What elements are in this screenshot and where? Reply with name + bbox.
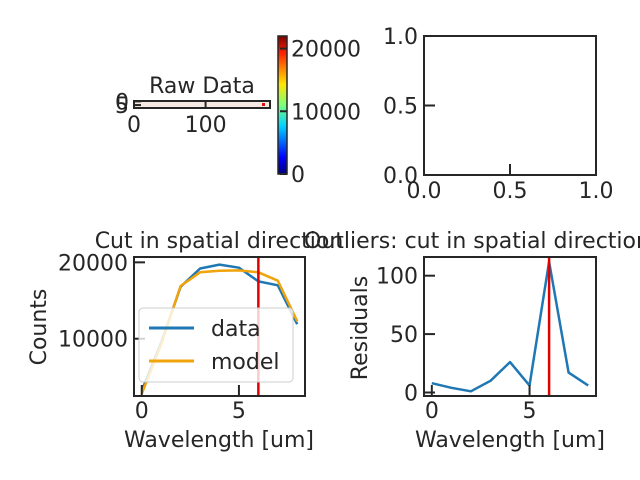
cut-xlabel: Wavelength [um] (124, 428, 314, 453)
cut-ytick-label-0: 10000 (58, 328, 128, 353)
colorbar-tick-label-0: 0 (291, 163, 305, 188)
empty-axes-ticks: 0.0 0.5 1.0 0.0 0.5 1.0 (383, 25, 614, 204)
empty-ytick-label-0: 0.0 (383, 164, 418, 189)
cut-ylabel: Counts (27, 289, 52, 366)
heatmap-hot-pixel (262, 103, 265, 106)
legend: data model (138, 307, 294, 383)
outliers-ytick-label-2: 100 (376, 265, 418, 290)
colorbar-ticks: 0 10000 20000 (280, 38, 361, 188)
empty-ytick-label-1: 0.5 (383, 95, 418, 120)
outliers-axes-frame (423, 256, 597, 397)
cut-ytick-label-1: 20000 (58, 251, 128, 276)
heatmap-ytick-label-1: 5 (115, 94, 129, 119)
outliers-series-0-line (431, 260, 589, 393)
cut-title: Cut in spatial direction (95, 229, 344, 254)
outliers-title: Outliers: cut in spatial direction (304, 229, 640, 254)
empty-ytick-label-2: 1.0 (383, 25, 418, 50)
outliers-ylabel: Residuals (348, 276, 373, 380)
empty-xtick-label-0: 0.0 (407, 179, 442, 204)
cut-xtick-label-1: 5 (232, 399, 246, 424)
outliers-xtick-label-1: 5 (523, 399, 537, 424)
outliers-panel: Outliers: cut in spatial direction 0 5050… (304, 229, 640, 453)
colorbar: 0 10000 20000 (277, 35, 361, 188)
colorbar-tick-label-2: 20000 (291, 38, 361, 63)
outliers-ytick-label-1: 50 (390, 323, 418, 348)
empty-xtick-label-1: 0.5 (493, 179, 528, 204)
empty-axes-frame (423, 35, 597, 176)
colorbar-tick-label-1: 10000 (291, 100, 361, 125)
outliers-plot-area (431, 257, 589, 396)
cut-xtick-label-0: 0 (135, 399, 149, 424)
empty-axes-panel: 0.0 0.5 1.0 0.0 0.5 1.0 (383, 25, 614, 204)
cut-panel: Cut in spatial direction 0 5 10000 20000 Wa… (27, 229, 343, 453)
heatmap-xtick-label-0: 0 (127, 113, 141, 138)
heatmap-image (134, 101, 270, 108)
legend-model-label: model (211, 350, 280, 375)
heatmap-xtick-label-1: 100 (185, 113, 227, 138)
outliers-xlabel: Wavelength [um] (415, 428, 605, 453)
outliers-ytick-label-0: 0 (404, 381, 418, 406)
raw-data-title: Raw Data (149, 74, 255, 99)
heatmap-ytick-label-0: 0 (115, 90, 129, 115)
cut-axes-frame (133, 256, 306, 397)
empty-xtick-label-2: 1.0 (579, 179, 614, 204)
heatmap-ticks: 0 100 05 (115, 90, 227, 138)
raw-data-panel: Raw Data 0 100 05 (115, 74, 271, 138)
outliers-xtick-label-0: 0 (425, 399, 439, 424)
colorbar-gradient (277, 35, 288, 175)
legend-data-label: data (211, 317, 261, 342)
